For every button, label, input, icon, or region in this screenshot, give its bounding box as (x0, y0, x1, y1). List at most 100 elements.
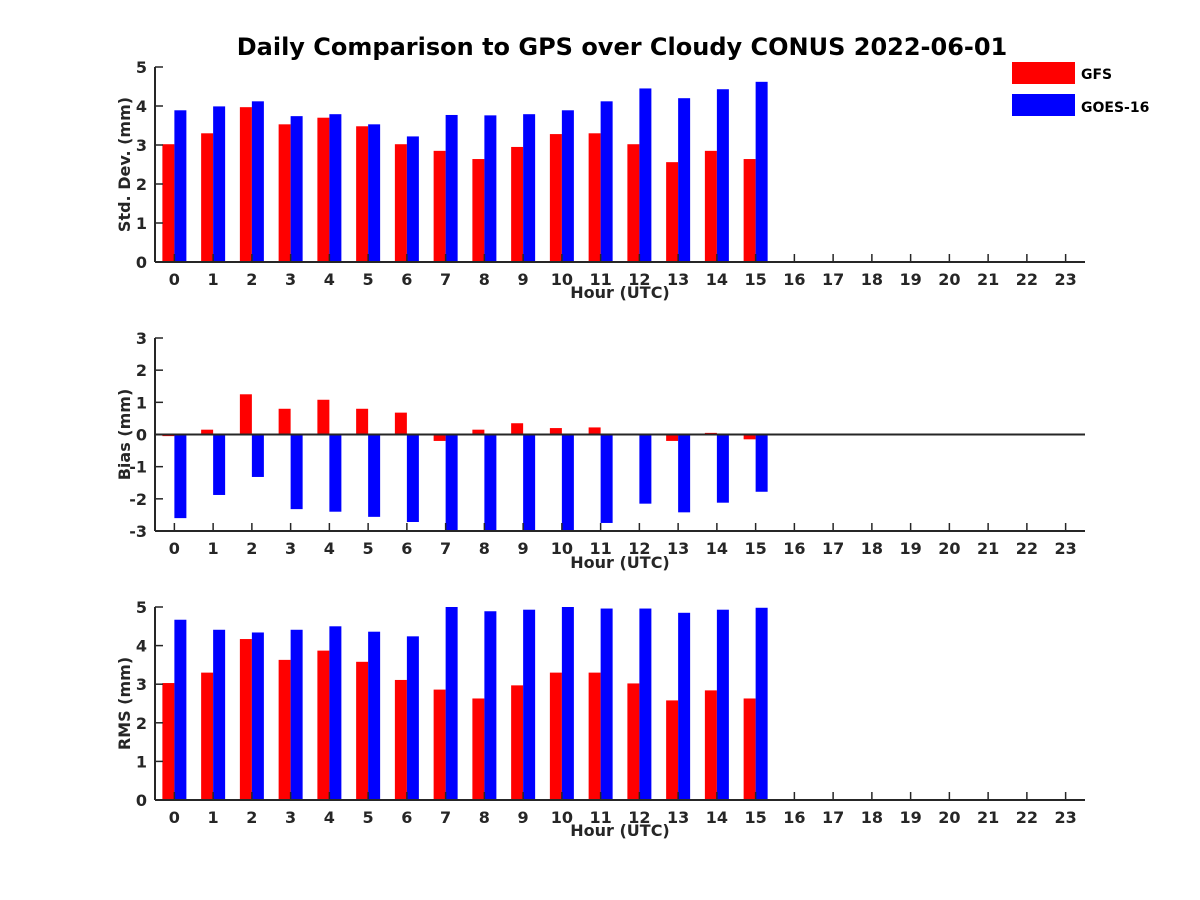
x-tick-label: 16 (783, 270, 805, 289)
bar-gfs-15 (743, 159, 756, 262)
bar-gfs-14 (704, 150, 717, 262)
bar-gfs-8 (472, 429, 485, 435)
y-axis-label: Std. Dev. (mm) (115, 97, 134, 232)
x-tick-label: 8 (479, 808, 490, 827)
bar-gfs-2 (239, 107, 252, 262)
x-tick-label: 7 (440, 270, 451, 289)
bar-goes-16-1 (213, 629, 226, 800)
x-tick-label: 9 (518, 270, 529, 289)
x-tick-label: 18 (861, 539, 883, 558)
bar-gfs-5 (356, 408, 369, 435)
bar-gfs-0 (162, 144, 175, 262)
x-tick-label: 14 (706, 808, 728, 827)
x-tick-label: 23 (1054, 539, 1076, 558)
bar-goes-16-15 (755, 434, 768, 492)
x-tick-label: 20 (938, 808, 960, 827)
y-tick-label: 3 (136, 329, 147, 348)
bar-gfs-3 (278, 659, 291, 800)
bar-gfs-10 (549, 134, 562, 262)
x-tick-label: 3 (285, 808, 296, 827)
x-tick-label: 23 (1054, 270, 1076, 289)
bar-goes-16-7 (445, 607, 458, 800)
x-tick-label: 8 (479, 270, 490, 289)
bar-goes-16-14 (716, 609, 729, 800)
x-axis-label: Hour (UTC) (570, 821, 670, 840)
x-tick-label: 13 (667, 270, 689, 289)
bar-goes-16-9 (523, 114, 536, 262)
bar-gfs-13 (666, 434, 679, 441)
bar-gfs-13 (666, 162, 679, 262)
x-tick-label: 17 (822, 539, 844, 558)
bar-gfs-4 (317, 650, 330, 800)
x-tick-label: 5 (363, 270, 374, 289)
bar-goes-16-11 (600, 434, 613, 523)
bar-gfs-6 (394, 144, 407, 262)
x-tick-label: 0 (169, 270, 180, 289)
bar-goes-16-3 (290, 629, 303, 800)
bar-goes-16-7 (445, 114, 458, 262)
x-tick-label: 2 (246, 539, 257, 558)
bar-goes-16-4 (329, 626, 342, 800)
legend-label-goes16: GOES-16 (1081, 100, 1149, 116)
bar-gfs-6 (394, 412, 407, 435)
x-tick-label: 14 (706, 539, 728, 558)
bar-goes-16-5 (368, 124, 381, 262)
x-tick-label: 11 (589, 539, 611, 558)
x-tick-label: 12 (628, 539, 650, 558)
bar-goes-16-6 (406, 636, 419, 800)
bar-gfs-14 (704, 690, 717, 800)
bar-goes-16-8 (484, 611, 497, 800)
bar-goes-16-2 (251, 101, 264, 262)
x-tick-label: 6 (401, 539, 412, 558)
bar-gfs-4 (317, 117, 330, 262)
bar-gfs-11 (588, 672, 601, 800)
bar-gfs-10 (549, 428, 562, 435)
bar-goes-16-6 (406, 136, 419, 262)
bar-goes-16-13 (678, 434, 691, 513)
bar-gfs-13 (666, 700, 679, 800)
bar-gfs-6 (394, 679, 407, 800)
bar-gfs-3 (278, 124, 291, 262)
bar-goes-16-11 (600, 101, 613, 262)
bar-goes-16-15 (755, 81, 768, 262)
y-tick-label: 2 (136, 175, 147, 194)
bar-goes-16-8 (484, 115, 497, 262)
x-tick-label: 19 (899, 270, 921, 289)
x-tick-label: 19 (899, 808, 921, 827)
x-tick-label: 13 (667, 539, 689, 558)
bar-gfs-15 (743, 698, 756, 800)
bar-goes-16-10 (561, 607, 574, 800)
bar-gfs-5 (356, 661, 369, 800)
y-tick-label: -3 (129, 522, 147, 541)
bar-goes-16-3 (290, 116, 303, 262)
x-tick-label: 4 (324, 808, 335, 827)
x-tick-label: 22 (1016, 808, 1038, 827)
y-tick-label: 5 (136, 598, 147, 617)
x-tick-label: 18 (861, 270, 883, 289)
y-tick-label: 5 (136, 58, 147, 77)
x-tick-label: 10 (551, 808, 573, 827)
x-tick-label: 13 (667, 808, 689, 827)
y-tick-label: 4 (136, 637, 147, 656)
bar-gfs-1 (201, 429, 214, 435)
bar-gfs-1 (201, 133, 214, 262)
bar-gfs-2 (239, 394, 252, 435)
bar-goes-16-2 (251, 632, 264, 800)
bar-goes-16-4 (329, 114, 342, 262)
y-tick-label: -2 (129, 490, 147, 509)
bar-gfs-15 (743, 434, 756, 440)
bar-goes-16-5 (368, 631, 381, 800)
bar-goes-16-4 (329, 434, 342, 512)
y-tick-label: 1 (136, 752, 147, 771)
bar-goes-16-14 (716, 89, 729, 262)
x-tick-label: 2 (246, 270, 257, 289)
bar-goes-16-14 (716, 434, 729, 503)
x-tick-label: 1 (208, 539, 219, 558)
bar-gfs-9 (511, 146, 524, 262)
bar-gfs-7 (433, 434, 446, 441)
legend-label-gfs: GFS (1081, 67, 1112, 83)
x-tick-label: 4 (324, 539, 335, 558)
